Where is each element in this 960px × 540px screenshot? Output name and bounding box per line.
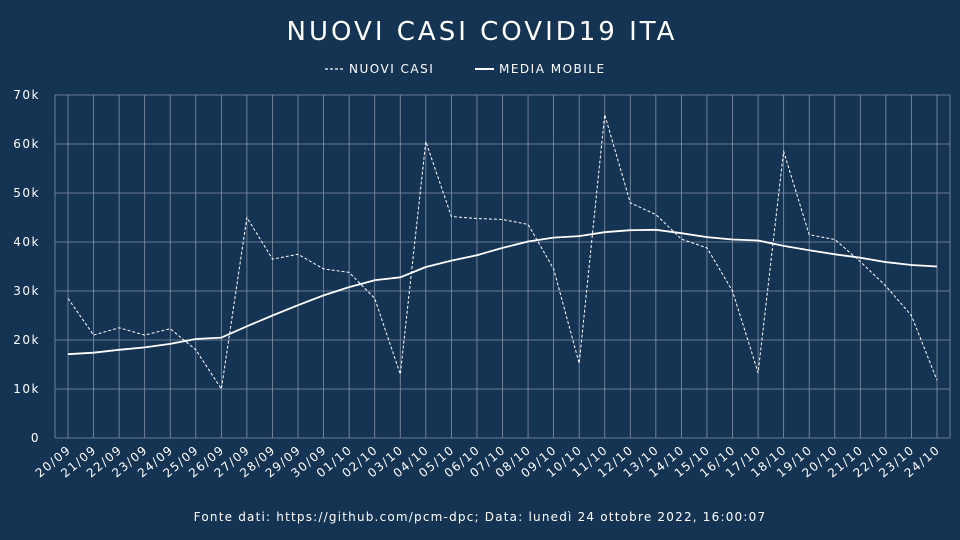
y-tick-label: 60k xyxy=(13,137,40,151)
y-axis-ticks: 0 10k 20k 30k 40k 50k 60k 70k xyxy=(13,88,40,445)
y-tick-label: 70k xyxy=(13,88,40,102)
y-tick-label: 0 xyxy=(31,431,40,445)
x-axis-ticks: 20/0921/0922/0923/0924/0925/0926/0927/09… xyxy=(33,443,943,481)
y-tick-label: 30k xyxy=(13,284,40,298)
legend-label-nuovi-casi: NUOVI CASI xyxy=(349,62,434,76)
source-footer: Fonte dati: https://github.com/pcm-dpc; … xyxy=(194,510,767,524)
y-tick-label: 50k xyxy=(13,186,40,200)
series-line-media-mobile xyxy=(67,228,938,356)
grid xyxy=(54,94,951,439)
y-tick-label: 20k xyxy=(13,333,40,347)
y-tick-label: 10k xyxy=(13,382,40,396)
series-lines xyxy=(67,114,938,390)
legend: NUOVI CASI MEDIA MOBILE xyxy=(325,62,606,76)
chart-title: NUOVI CASI COVID19 ITA xyxy=(287,17,678,47)
legend-label-media-mobile: MEDIA MOBILE xyxy=(499,62,606,76)
y-tick-label: 40k xyxy=(13,235,40,249)
